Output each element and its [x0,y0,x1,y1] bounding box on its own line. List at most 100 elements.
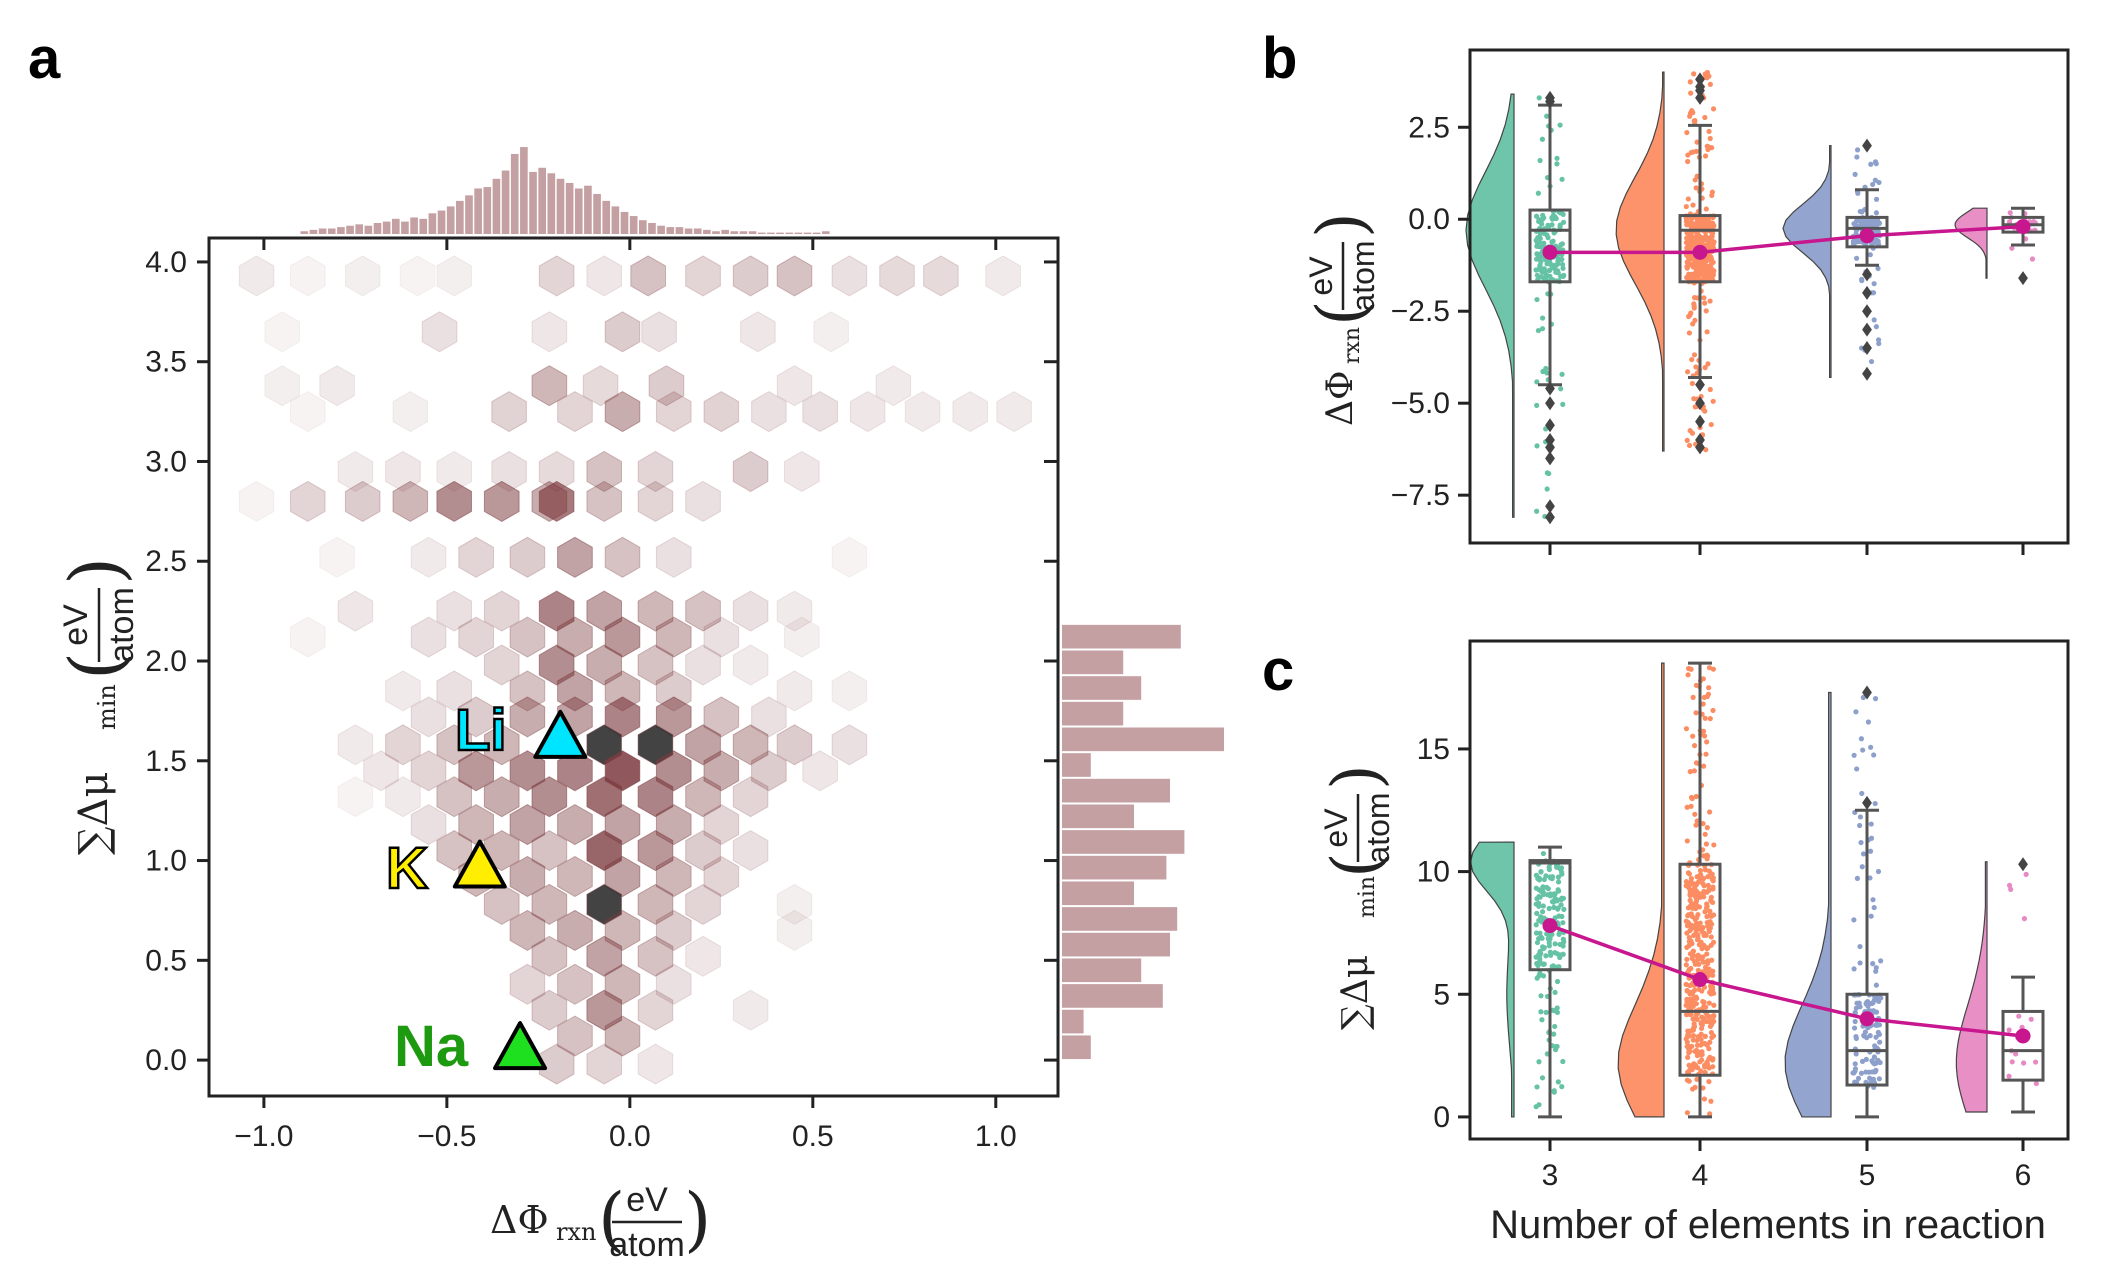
hexbin-cell [264,365,300,407]
jitter-point [1854,875,1860,881]
hexbin-cell [776,909,813,951]
jitter-point [1701,888,1707,895]
k-label: K [386,836,428,901]
top-hist-bar [346,225,354,234]
jitter-point [1694,273,1701,279]
jitter-point [1873,210,1880,216]
jitter-point [1538,993,1544,999]
y-tick-label: −5.0 [1391,387,1450,420]
jitter-point [1554,978,1561,985]
jitter-point [1538,914,1544,920]
hexbin-cell [637,830,674,872]
b-ylabel-symbol: ΔΦ [1320,370,1361,426]
top-hist-bar [675,227,684,234]
hexbin-cell [751,696,787,738]
hexbin-cell [685,776,721,818]
jitter-point [1539,1075,1546,1081]
hexbin-cell [776,670,813,712]
jitter-point [1702,114,1708,121]
jitter-point [1560,951,1566,957]
hexbin-cell [458,616,494,658]
jitter-point [1708,421,1714,428]
top-hist-bar [748,231,757,234]
jitter-point [1867,1075,1873,1081]
jitter-point [1709,876,1715,882]
jitter-point [1859,1058,1866,1064]
jitter-point [1705,970,1712,976]
hexbin-cell [586,883,622,925]
jitter-point [1688,230,1694,236]
jitter-point [1545,886,1551,892]
x-tick-label: 3 [1542,1159,1559,1192]
jitter-point [1541,215,1547,221]
jitter-point [1853,255,1860,261]
jitter-point [1851,917,1857,923]
hexbin-cell [732,989,769,1031]
jitter-point [1689,1067,1695,1073]
hexbin-cell [436,670,472,712]
jitter-point [1702,909,1708,915]
hexbin-cell [685,724,721,766]
jitter-point [1711,1013,1717,1019]
jitter-point [1692,263,1698,269]
jitter-point [1544,486,1550,492]
jitter-point [1873,196,1880,202]
top-hist-bar [465,195,473,234]
hexbin-cell [421,311,458,353]
jitter-point [1873,1009,1880,1015]
jitter-point [1687,996,1693,1003]
outlier-diamond [1695,377,1705,392]
hexbin-cell [655,750,692,792]
violin-half [1784,691,1832,1118]
jitter-point [1546,892,1553,898]
jitter-point [1694,221,1700,227]
hexbin-cell [436,255,472,297]
hexbin-cell [483,644,520,686]
jitter-point [1556,888,1562,894]
jitter-point [1688,803,1694,809]
jitter-point [1548,952,1554,958]
box-iqr [1528,208,1572,284]
outlier-diamond [1695,83,1705,98]
jitter-point [1871,752,1877,758]
outlier-diamond [1545,94,1555,109]
hexbin-cell [557,750,593,792]
jitter-point [1534,402,1540,408]
jitter-point [1549,899,1556,905]
jitter-point [1863,1069,1869,1075]
jitter-point [1701,853,1707,859]
y-tick-label: 3.0 [145,445,187,478]
jitter-point [1702,300,1708,306]
jitter-point [1699,235,1705,241]
jitter-point [1873,965,1879,971]
panel-b-letter: b [1262,26,1297,91]
mean-point [1692,972,1708,988]
outlier-diamond [1695,440,1705,455]
jitter-point [1704,903,1710,909]
top-hist-bar [593,193,601,234]
jitter-point [1693,793,1699,800]
hexbin-cell [436,776,472,818]
jitter-point [1876,340,1882,347]
top-hist-bar [355,224,364,234]
jitter-point [1683,962,1689,968]
hexbin-cell [849,391,886,433]
jitter-point [1707,908,1713,914]
jitter-point [1559,1084,1565,1090]
jitter-point [1684,930,1690,936]
jitter-point [1557,122,1563,128]
hexbin-cell [363,750,399,792]
jitter-point [1854,766,1860,772]
xlabel-lparen: ( [598,1178,625,1260]
jitter-point [1699,1051,1705,1058]
hexbin-cell [586,830,622,872]
jitter-point [1698,1036,1704,1043]
jitter-point [1709,957,1715,963]
panel-b-plot [1465,69,2045,525]
hexbin-cell [732,830,769,872]
jitter-point [1552,941,1558,947]
jitter-point [1555,906,1561,912]
hexbin-cell [685,935,721,977]
hexbin-cell [923,255,959,297]
jitter-point [1856,1000,1862,1006]
